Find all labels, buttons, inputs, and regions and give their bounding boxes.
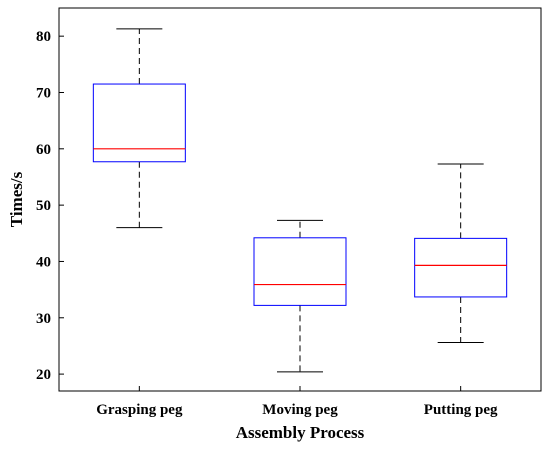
y-tick-label: 80 [36,29,51,45]
y-axis-ticks: 20 30 40 50 60 70 80 [36,29,64,383]
box-group-1 [92,28,186,229]
plot-frame [58,7,542,392]
x-tick-label: Putting peg [424,402,498,418]
plot-marks [92,28,508,373]
y-tick-label: 20 [36,367,51,383]
y-tick-label: 50 [36,198,51,214]
x-tick-label: Moving peg [262,402,338,418]
y-tick-label: 30 [36,311,51,327]
x-axis-label: Assembly Process [236,423,365,442]
y-tick-label: 70 [36,85,51,101]
box-group-3 [414,163,508,344]
box-iqr [253,237,347,306]
box-iqr [414,237,508,298]
x-tick-label: Grasping peg [96,402,183,418]
x-axis-ticks: Grasping peg Moving peg Putting peg [96,386,498,418]
y-tick-label: 60 [36,142,51,158]
box-iqr [92,83,186,163]
box-group-2 [253,219,347,373]
y-tick-label: 40 [36,254,51,270]
y-axis-label: Times/s [7,171,26,227]
